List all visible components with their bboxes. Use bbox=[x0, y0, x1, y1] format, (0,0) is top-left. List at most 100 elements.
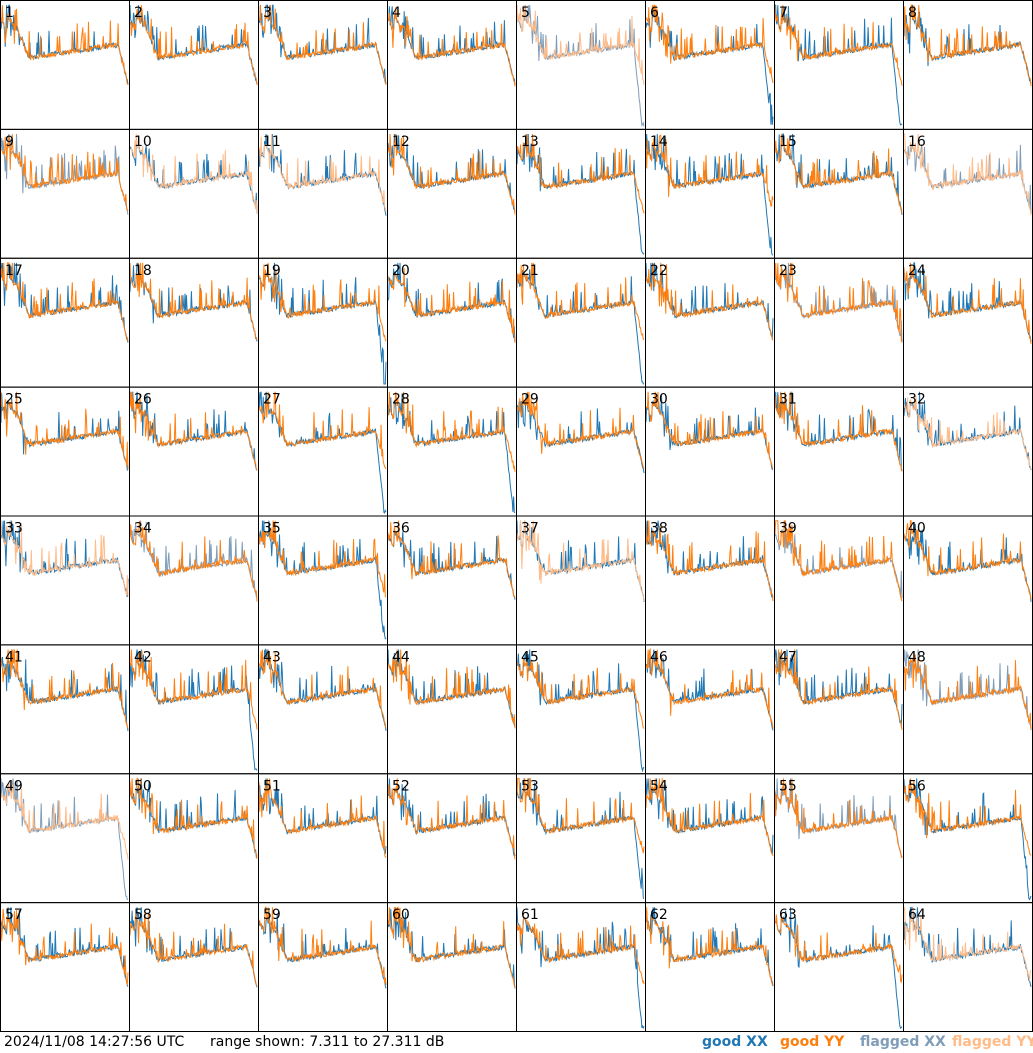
panel-61-yy-series bbox=[516, 916, 645, 985]
panel-42-label: 42 bbox=[134, 649, 152, 665]
panel-62-yy-series bbox=[645, 907, 774, 986]
panel-4-yy-series bbox=[387, 7, 516, 87]
panel-10-yy-series bbox=[129, 133, 258, 214]
panel-43-label: 43 bbox=[263, 649, 281, 665]
panel-38: 38 bbox=[645, 515, 775, 646]
panel-54-xx-series bbox=[645, 778, 774, 855]
panel-59: 59 bbox=[258, 902, 388, 1032]
panel-18-label: 18 bbox=[134, 263, 152, 279]
panel-38-yy-series bbox=[645, 520, 774, 602]
panel-37-xx-series bbox=[516, 520, 645, 603]
panel-31-xx-series bbox=[774, 391, 903, 472]
panel-1-label: 1 bbox=[5, 5, 14, 21]
panel-37-yy-series bbox=[516, 520, 645, 602]
panel-11-yy-series bbox=[258, 133, 387, 212]
panel-52-label: 52 bbox=[392, 778, 410, 794]
panel-29-yy-series bbox=[516, 391, 645, 470]
panel-56-yy-series bbox=[903, 778, 1032, 856]
panel-45-label: 45 bbox=[521, 649, 539, 665]
panel-60-label: 60 bbox=[392, 907, 410, 923]
panel-27-label: 27 bbox=[263, 392, 281, 408]
panel-62-label: 62 bbox=[650, 907, 668, 923]
panel-19-yy-series bbox=[258, 262, 387, 342]
panel-33-yy-series bbox=[0, 520, 129, 597]
panel-13-yy-series bbox=[516, 133, 645, 214]
panel-7-label: 7 bbox=[779, 5, 788, 21]
panel-48-yy-series bbox=[903, 654, 1032, 731]
panel-39-xx-series bbox=[774, 520, 903, 599]
panel-53-label: 53 bbox=[521, 778, 539, 794]
panel-45-yy-series bbox=[516, 658, 645, 729]
panel-32-label: 32 bbox=[908, 392, 926, 408]
panel-17: 17 bbox=[0, 257, 130, 388]
panel-38-label: 38 bbox=[650, 521, 668, 537]
panel-49-yy-series bbox=[0, 782, 129, 860]
panel-20-label: 20 bbox=[392, 263, 410, 279]
range-label: range shown: 7.311 to 27.311 dB bbox=[210, 1034, 445, 1050]
legend-flagged-yy: flagged YY bbox=[952, 1034, 1033, 1050]
panel-41-yy-series bbox=[0, 649, 129, 729]
panel-42-xx-series bbox=[129, 649, 258, 771]
panel-63-label: 63 bbox=[779, 907, 797, 923]
panel-5-yy-series bbox=[516, 5, 645, 85]
panel-26-yy-series bbox=[129, 391, 258, 471]
panel-44-yy-series bbox=[387, 649, 516, 729]
panel-34-yy-series bbox=[129, 520, 258, 602]
panel-28-yy-series bbox=[387, 391, 516, 472]
panel-25-yy-series bbox=[0, 391, 129, 470]
panel-40-label: 40 bbox=[908, 521, 926, 537]
panel-16-xx-series bbox=[903, 143, 1032, 214]
panel-22-label: 22 bbox=[650, 263, 668, 279]
panel-4-label: 4 bbox=[392, 5, 401, 21]
panel-6-label: 6 bbox=[650, 5, 659, 21]
panel-55-label: 55 bbox=[779, 778, 797, 794]
panel-2-label: 2 bbox=[134, 5, 143, 21]
panel-41-xx-series bbox=[0, 649, 129, 732]
panel-49-label: 49 bbox=[5, 778, 23, 794]
panel-9-label: 9 bbox=[5, 134, 14, 150]
panel-15-label: 15 bbox=[779, 134, 797, 150]
panel-19-label: 19 bbox=[263, 263, 281, 279]
panel-30-yy-series bbox=[645, 391, 774, 469]
panel-55-yy-series bbox=[774, 778, 903, 859]
legend-good-xx: good XX bbox=[702, 1034, 768, 1050]
panel-15-yy-series bbox=[774, 133, 903, 215]
panel-32-yy-series bbox=[903, 396, 1032, 470]
panel-58-label: 58 bbox=[134, 907, 152, 923]
panel-28-label: 28 bbox=[392, 392, 410, 408]
panel-57-yy-series bbox=[0, 908, 129, 986]
footer: 2024/11/08 14:27:56 UTC range shown: 7.3… bbox=[0, 1032, 1033, 1053]
panel-35-yy-series bbox=[258, 520, 387, 598]
legend-good-yy: good YY bbox=[780, 1034, 845, 1050]
panel-59-yy-series bbox=[258, 906, 387, 985]
panel-17-yy-series bbox=[0, 262, 129, 343]
panel-8-label: 8 bbox=[908, 5, 917, 21]
panel-36-yy-series bbox=[387, 520, 516, 599]
panel-63-yy-series bbox=[774, 914, 903, 984]
panel-21-label: 21 bbox=[521, 263, 539, 279]
panel-27-yy-series bbox=[258, 391, 387, 470]
panel-57-label: 57 bbox=[5, 907, 23, 923]
panel-60-yy-series bbox=[387, 906, 516, 989]
panel-50-yy-series bbox=[129, 777, 258, 859]
panel-7-yy-series bbox=[774, 5, 903, 86]
panel-14-yy-series bbox=[645, 134, 774, 207]
panel-61-label: 61 bbox=[521, 907, 539, 923]
panel-43-yy-series bbox=[258, 649, 387, 728]
panel-55: 55 bbox=[774, 773, 904, 904]
panel-35: 35 bbox=[258, 515, 388, 646]
panel-2-yy-series bbox=[129, 5, 258, 86]
panel-6-yy-series bbox=[645, 4, 774, 84]
panel-36-label: 36 bbox=[392, 521, 410, 537]
panel-14-label: 14 bbox=[650, 134, 668, 150]
panel-61: 61 bbox=[516, 902, 646, 1032]
panel-9-yy-series bbox=[0, 134, 129, 212]
panel-52-yy-series bbox=[387, 778, 516, 860]
panel-29: 29 bbox=[516, 386, 646, 517]
panel-47-yy-series bbox=[774, 649, 903, 730]
panel-31-label: 31 bbox=[779, 392, 797, 408]
panel-23-xx-series bbox=[774, 262, 903, 343]
panel-64-label: 64 bbox=[908, 907, 926, 923]
panel-29-label: 29 bbox=[521, 392, 539, 408]
panel-3-label: 3 bbox=[263, 5, 272, 21]
